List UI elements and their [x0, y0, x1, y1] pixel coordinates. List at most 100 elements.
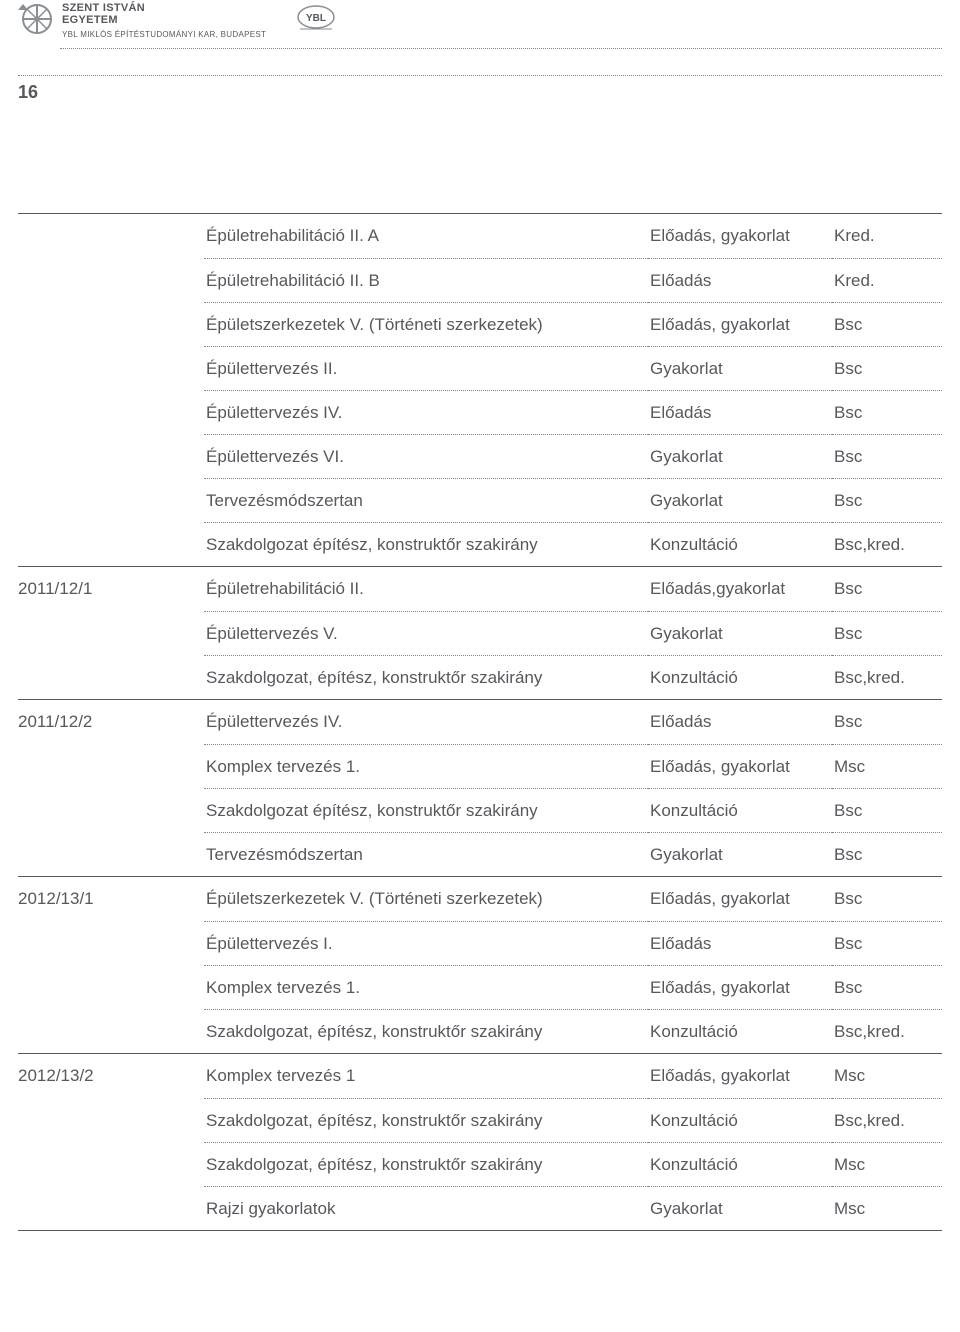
type-text: Előadás, gyakorlat [650, 226, 790, 246]
cell-year: 2011/12/1 [18, 567, 204, 611]
cell-subject: Szakdolgozat építész, konstruktőr szakir… [204, 522, 648, 566]
year-label: 2012/13/1 [18, 889, 94, 909]
course-table: Épületrehabilitáció II. AElőadás, gyakor… [0, 103, 960, 1231]
subject-text: Szakdolgozat, építész, konstruktőr szaki… [206, 1155, 542, 1175]
cell-subject: Szakdolgozat, építész, konstruktőr szaki… [204, 1142, 648, 1186]
cell-type: Konzultáció [648, 1142, 832, 1186]
cell-subject: Épülettervezés V. [204, 611, 648, 655]
cell-subject: Szakdolgozat, építész, konstruktőr szaki… [204, 1009, 648, 1053]
table-row: 2012/13/1 Épületszerkezetek V. (Történeti… [18, 877, 942, 921]
subject-text: Épületszerkezetek V. (Történeti szerkeze… [206, 889, 543, 909]
table-row: Épületrehabilitáció II. AElőadás, gyakor… [18, 214, 942, 258]
cell-type: Előadás,gyakorlat [648, 567, 832, 611]
cell-level: Bsc [832, 567, 942, 611]
cell-year [18, 214, 204, 258]
cell-level: Bsc,kred. [832, 1009, 942, 1053]
cell-year: 2012/13/1 [18, 877, 204, 921]
page: SZENT ISTVÁN EGYETEM YBL MIKLÓS ÉPÍTÉSTU… [0, 0, 960, 1231]
level-text: Msc [834, 1199, 865, 1219]
subject-text: Épületszerkezetek V. (Történeti szerkeze… [206, 315, 543, 335]
cell-level: Bsc [832, 390, 942, 434]
type-text: Konzultáció [650, 535, 738, 555]
type-text: Előadás [650, 934, 711, 954]
cell-subject: Épülettervezés IV. [204, 390, 648, 434]
table-row: Szakdolgozat, építész, konstruktőr szaki… [18, 1009, 942, 1053]
table-row: Szakdolgozat építész, konstruktőr szakir… [18, 522, 942, 566]
cell-subject: Épülettervezés I. [204, 921, 648, 965]
cell-level: Bsc [832, 434, 942, 478]
logo-block-left: SZENT ISTVÁN EGYETEM YBL MIKLÓS ÉPÍTÉSTU… [18, 0, 266, 43]
cell-level: Bsc [832, 302, 942, 346]
cell-level: Bsc [832, 478, 942, 522]
cell-subject: Szakdolgozat, építész, konstruktőr szaki… [204, 1098, 648, 1142]
level-text: Bsc,kred. [834, 1022, 905, 1042]
level-text: Bsc [834, 801, 862, 821]
type-text: Konzultáció [650, 1155, 738, 1175]
table-row: 2012/13/2Komplex tervezés 1Előadás, gyak… [18, 1054, 942, 1098]
cell-type: Előadás, gyakorlat [648, 1054, 832, 1098]
subject-text: Szakdolgozat építész, konstruktőr szakir… [206, 535, 538, 555]
type-text: Előadás, gyakorlat [650, 889, 790, 909]
table-section: 2012/13/2Komplex tervezés 1Előadás, gyak… [18, 1054, 942, 1231]
cell-year [18, 434, 204, 478]
table-row: Szakdolgozat, építész, konstruktőr szaki… [18, 1142, 942, 1186]
subject-text: Szakdolgozat, építész, konstruktőr szaki… [206, 1111, 542, 1131]
ybl-logo-text: YBL [306, 13, 326, 24]
type-text: Gyakorlat [650, 624, 723, 644]
table-row: 2011/12/2Épülettervezés IV.ElőadásBsc [18, 700, 942, 744]
subject-text: Komplex tervezés 1. [206, 978, 360, 998]
cell-level: Bsc [832, 346, 942, 390]
table-row: Szakdolgozat, építész, konstruktőr szaki… [18, 1098, 942, 1142]
cell-type: Gyakorlat [648, 346, 832, 390]
table-row: Szakdolgozat építész, konstruktőr szakir… [18, 788, 942, 832]
type-text: Előadás, gyakorlat [650, 1066, 790, 1086]
subject-text: Épületrehabilitáció II. B [206, 271, 380, 291]
page-header: SZENT ISTVÁN EGYETEM YBL MIKLÓS ÉPÍTÉSTU… [0, 0, 960, 48]
level-text: Bsc [834, 845, 862, 865]
type-text: Előadás [650, 712, 711, 732]
university-crest-icon [18, 0, 56, 43]
subject-text: Épületrehabilitáció II. [206, 579, 364, 599]
cell-type: Gyakorlat [648, 832, 832, 876]
table-row: Épületrehabilitáció II. BElőadásKred. [18, 258, 942, 302]
type-text: Gyakorlat [650, 1199, 723, 1219]
table-row: 2011/12/1Épületrehabilitáció II. Előadás,… [18, 567, 942, 611]
cell-subject: Épületszerkezetek V. (Történeti szerkeze… [204, 302, 648, 346]
cell-subject: Tervezésmódszertan [204, 478, 648, 522]
cell-year [18, 302, 204, 346]
subject-text: Épülettervezés VI. [206, 447, 344, 467]
cell-level: Bsc,kred. [832, 522, 942, 566]
cell-type: Konzultáció [648, 1009, 832, 1053]
level-text: Bsc,kred. [834, 668, 905, 688]
cell-level: Msc [832, 1054, 942, 1098]
cell-subject: Épületrehabilitáció II. [204, 567, 648, 611]
table-row: Tervezésmódszertan Gyakorlat Bsc [18, 478, 942, 522]
cell-year [18, 1142, 204, 1186]
cell-year [18, 611, 204, 655]
table-section: Épületrehabilitáció II. AElőadás, gyakor… [18, 213, 942, 567]
level-text: Bsc [834, 712, 862, 732]
type-text: Konzultáció [650, 801, 738, 821]
subject-text: Szakdolgozat építész, konstruktőr szakir… [206, 801, 538, 821]
subject-text: Épülettervezés IV. [206, 712, 342, 732]
level-text: Bsc [834, 447, 862, 467]
cell-year [18, 744, 204, 788]
subject-text: Komplex tervezés 1. [206, 757, 360, 777]
type-text: Előadás, gyakorlat [650, 978, 790, 998]
type-text: Gyakorlat [650, 359, 723, 379]
cell-subject: Épületrehabilitáció II. A [204, 214, 648, 258]
cell-level: Bsc [832, 832, 942, 876]
level-text: Msc [834, 757, 865, 777]
cell-level: Bsc [832, 788, 942, 832]
cell-level: Bsc [832, 611, 942, 655]
subject-text: Épülettervezés V. [206, 624, 338, 644]
type-text: Gyakorlat [650, 491, 723, 511]
subject-text: Tervezésmódszertan [206, 491, 363, 511]
page-number: 16 [0, 76, 960, 103]
cell-level: Bsc [832, 921, 942, 965]
cell-type: Előadás [648, 390, 832, 434]
cell-subject: Tervezésmódszertan [204, 832, 648, 876]
cell-type: Előadás, gyakorlat [648, 965, 832, 1009]
cell-year: 2012/13/2 [18, 1054, 204, 1098]
level-text: Bsc [834, 889, 862, 909]
